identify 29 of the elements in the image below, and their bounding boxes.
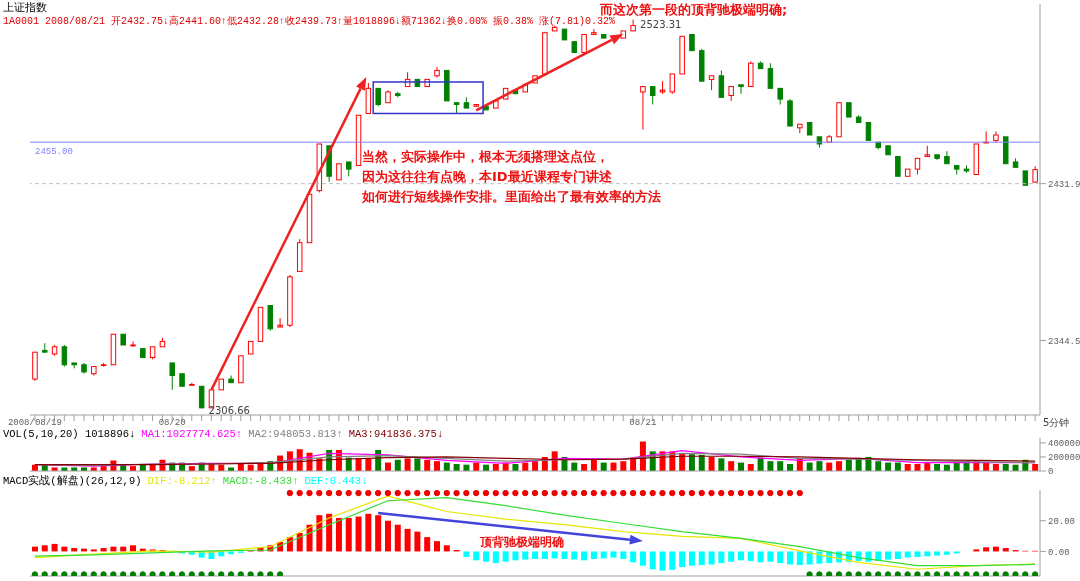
annotation: 2306.66	[208, 405, 250, 417]
y-tick-label: 2431.9	[1048, 179, 1080, 190]
x-tick-label: 08/20	[158, 418, 186, 428]
chart-title: MACD实战(解盘)(26,12,9)	[3, 474, 142, 487]
text: MACD:-8.433↑	[222, 475, 299, 487]
series-label: MA3:941836.375↓	[348, 428, 444, 440]
annotation: 当然，实际操作中，根本无须搭理这点位，	[362, 149, 609, 164]
y-tick-label: 200000	[1048, 453, 1080, 464]
y-tick-label: 0.00	[1048, 547, 1070, 558]
annotation: 2523.31	[640, 18, 682, 30]
y-tick-label: 20.00	[1048, 516, 1076, 527]
ref-line-label: 2455.00	[35, 146, 73, 157]
annotation: 如何进行短线操作安排。里面给出了最有效率的方法	[361, 189, 661, 204]
x-tick-label: 2008/08/19	[7, 418, 62, 428]
text: 5分钟	[1043, 417, 1070, 428]
text: 1A0001 2008/08/21 开2432.75↓高2441.60↑低2432.28↑收2439.73↑量1018896↓额71362↓换0.00% 振0.38% 涨(7.81)0.32%	[3, 15, 616, 27]
x-tick-label: 08/21	[629, 418, 657, 428]
text: DIF:-8.212↑	[147, 475, 217, 487]
annotation: 因为这往往有点晚，本ID最近课程专门讲述	[362, 169, 613, 184]
annotation: 而这次第一段的顶背驰极端明确;	[599, 2, 788, 17]
annotation: 顶背驰极端明确	[479, 535, 564, 549]
text: DEF:0.443↓	[304, 475, 368, 487]
text: MA1:1027774.625↑	[141, 428, 243, 440]
chart-title: VOL(5,10,20) 1018896↓	[3, 428, 136, 440]
chart-title: 上证指数	[3, 1, 47, 14]
y-tick-label: 2344.5	[1048, 336, 1080, 347]
y-tick-label: 400000	[1048, 439, 1080, 450]
y-tick-label: 0	[1048, 467, 1054, 478]
series-label: MA2:948053.813↑	[248, 428, 343, 440]
